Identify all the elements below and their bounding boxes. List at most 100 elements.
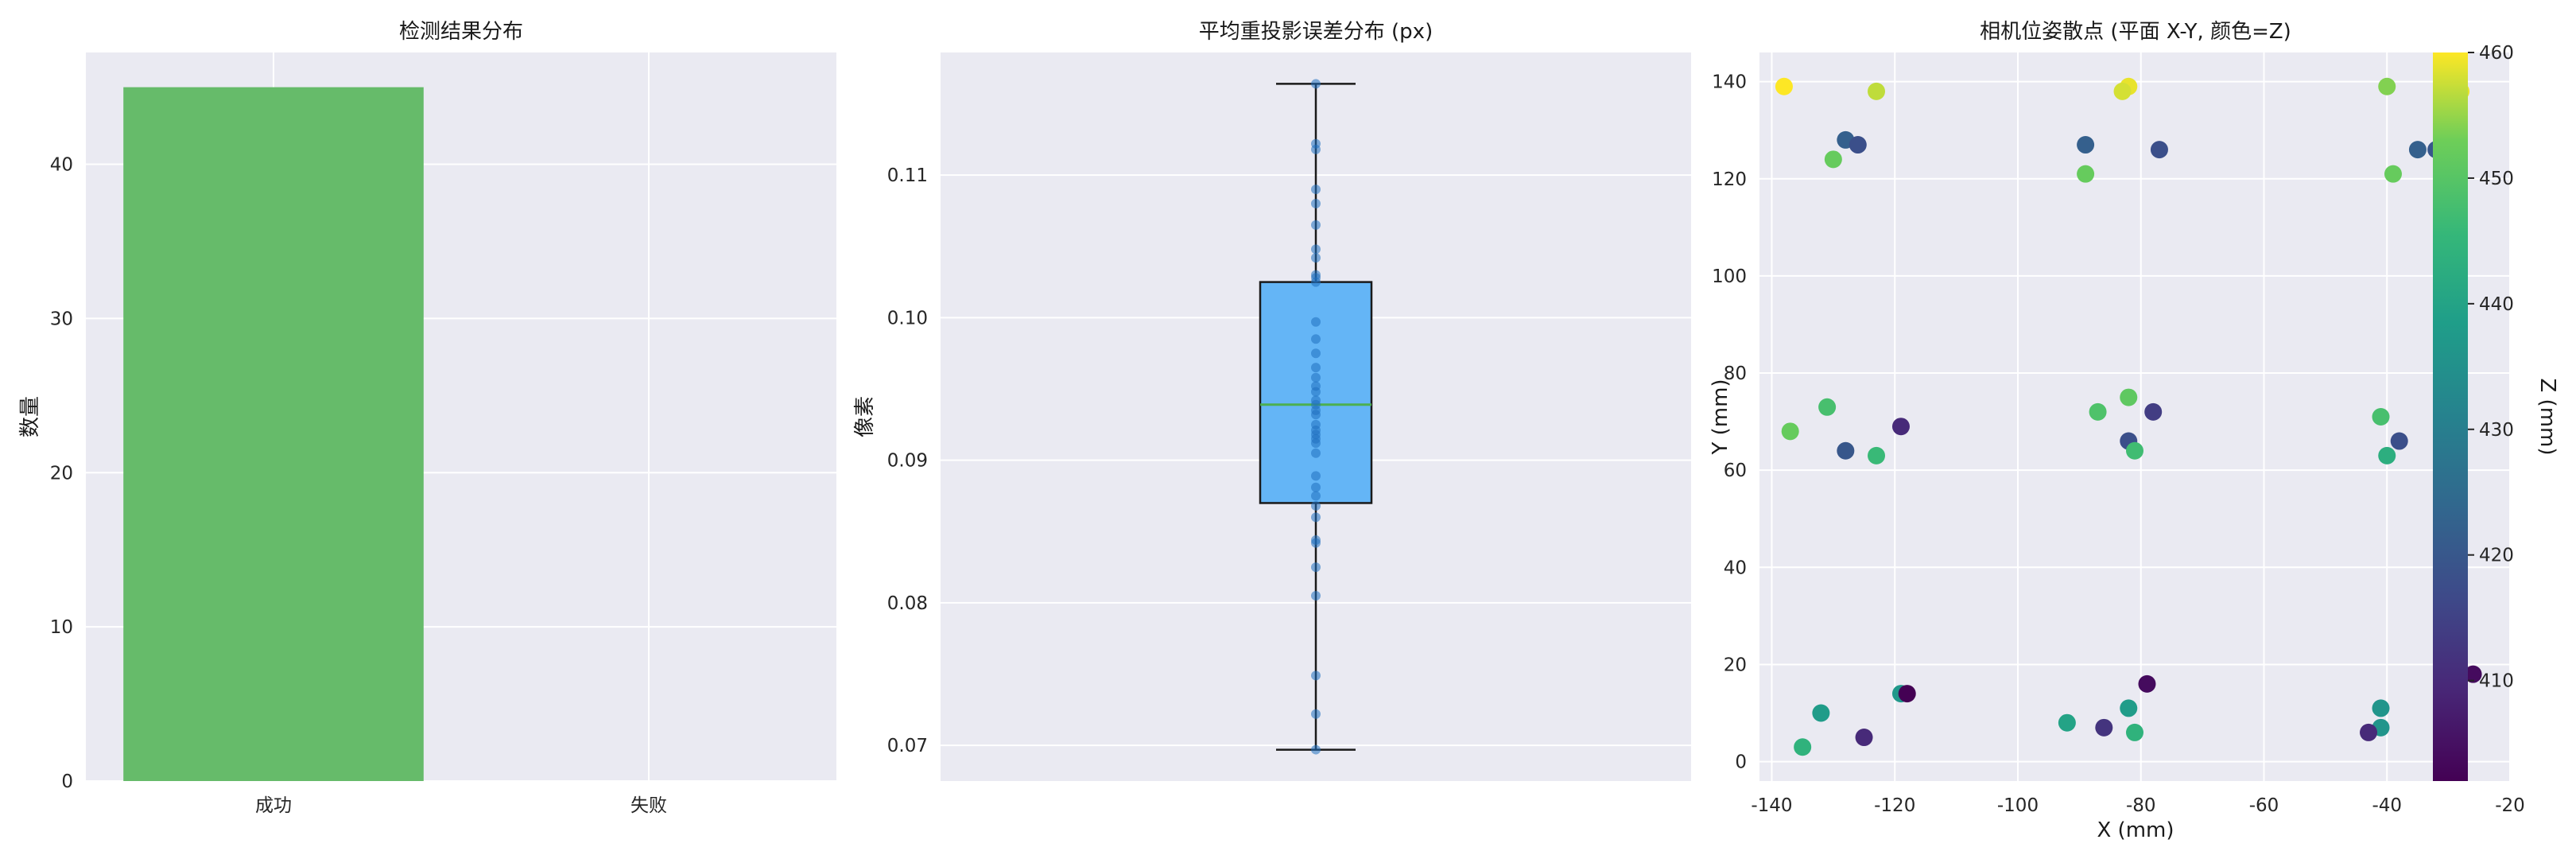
scatter-point — [2390, 432, 2408, 450]
box-plot-point — [1311, 138, 1321, 149]
box-plot-point — [1311, 448, 1321, 458]
box-plot-points — [1311, 79, 1321, 755]
box-plot-point — [1311, 185, 1321, 195]
colorbar-tick-label: 460 — [2479, 43, 2514, 64]
colorbar-tick-label: 440 — [2479, 294, 2514, 315]
scatter-y-tick-label: 80 — [1724, 363, 1747, 384]
scatter-point — [1781, 422, 1799, 441]
scatter-y-tick-label: 140 — [1712, 72, 1747, 93]
scatter-x-tick-label: -100 — [1997, 795, 2039, 816]
scatter-y-tick-label: 40 — [1724, 558, 1747, 578]
bar-chart-y-tick-label: 30 — [50, 309, 73, 329]
scatter-point — [2360, 723, 2378, 741]
box-plot-y-tick-label: 0.07 — [887, 736, 928, 756]
box-plot-point — [1311, 372, 1321, 383]
scatter-point — [2138, 674, 2156, 693]
scatter-point — [2089, 402, 2107, 421]
scatter-point — [2113, 82, 2132, 100]
scatter-point — [2378, 446, 2396, 464]
scatter-point — [2408, 141, 2427, 159]
scatter-panel: 相机位姿散点 (平面 X-Y, 颜色=Z) -140 -120 -100 -80 -60… — [1709, 20, 2559, 842]
box-plot-point — [1311, 253, 1321, 263]
scatter-points — [1775, 77, 2482, 756]
scatter-x-tick-label: -80 — [2126, 795, 2156, 816]
box-plot-point — [1311, 381, 1321, 391]
box-plot-point — [1311, 590, 1321, 601]
bar-chart-x-tick-label: 失败 — [630, 795, 667, 816]
scatter-x-tick-label: -140 — [1751, 795, 1792, 816]
box-plot-point — [1311, 744, 1321, 755]
colorbar-ticks: 410 420 430 440 450 460 — [2468, 43, 2514, 692]
bar-chart-x-tick-label: 成功 — [255, 795, 292, 816]
scatter-plot-area — [1759, 52, 2510, 781]
box-plot-point — [1311, 670, 1321, 681]
colorbar-label: Z (mm) — [2535, 378, 2559, 455]
bar-chart-y-tick-label: 0 — [61, 772, 73, 792]
scatter-y-tick-label: 100 — [1712, 266, 1747, 287]
box-plot-point — [1311, 244, 1321, 255]
colorbar-tick-label: 410 — [2479, 671, 2514, 692]
scatter-point — [2126, 723, 2143, 741]
scatter-point — [2144, 402, 2163, 421]
box-plot-point — [1311, 220, 1321, 230]
bar-chart-y-tick-label: 20 — [50, 463, 73, 484]
scatter-point — [2120, 388, 2138, 406]
scatter-point — [2120, 699, 2138, 717]
colorbar-tick-label: 450 — [2479, 169, 2514, 189]
scatter-x-tick-label: -40 — [2372, 795, 2402, 816]
box-plot-panel: 平均重投影误差分布 (px) 0.07 0.08 0.09 0.10 0.11 像素 — [853, 20, 1691, 781]
bar-chart-y-ticks: 0 10 20 30 40 — [50, 155, 73, 792]
colorbar-tick-label: 430 — [2479, 420, 2514, 441]
scatter-point — [2077, 165, 2095, 183]
box-plot-point — [1311, 535, 1321, 546]
box-plot-point — [1311, 363, 1321, 373]
scatter-point — [1818, 398, 1837, 416]
box-plot-point — [1311, 199, 1321, 209]
box-plot-point — [1311, 491, 1321, 501]
scatter-point — [2077, 136, 2095, 154]
scatter-point — [2095, 718, 2113, 737]
box-plot-point — [1311, 79, 1321, 89]
scatter-y-tick-label: 120 — [1712, 169, 1747, 190]
scatter-point — [1855, 729, 1873, 747]
box-plot-point — [1311, 709, 1321, 719]
scatter-title: 相机位姿散点 (平面 X-Y, 颜色=Z) — [1980, 20, 2291, 44]
bar-chart-y-tick-label: 40 — [50, 155, 73, 176]
bar-chart-y-tick-label: 10 — [50, 617, 73, 638]
scatter-x-tick-label: -20 — [2495, 795, 2525, 816]
scatter-point — [1824, 150, 1842, 169]
box-plot-point — [1311, 270, 1321, 280]
box-plot-point — [1311, 562, 1321, 573]
box-plot-point — [1311, 512, 1321, 523]
scatter-point — [1837, 441, 1855, 460]
box-plot-point — [1311, 501, 1321, 511]
scatter-point — [1891, 418, 1910, 436]
box-plot-point — [1311, 317, 1321, 327]
box-plot-point — [1311, 471, 1321, 481]
scatter-point — [2384, 165, 2402, 183]
scatter-y-tick-label: 60 — [1724, 461, 1747, 481]
scatter-point — [1794, 738, 1812, 756]
scatter-point — [2058, 713, 2076, 732]
box-plot-title: 平均重投影误差分布 (px) — [1199, 20, 1433, 44]
scatter-x-label: X (mm) — [2097, 818, 2174, 842]
box-plot-point — [1311, 395, 1321, 406]
scatter-y-tick-label: 20 — [1724, 655, 1747, 675]
scatter-point — [2372, 408, 2390, 426]
box-plot-point — [1311, 348, 1321, 359]
box-plot-y-tick-label: 0.10 — [887, 308, 928, 328]
colorbar — [2433, 52, 2468, 781]
scatter-y-ticks: 0 20 40 60 80 100 120 140 — [1712, 72, 1747, 773]
colorbar-tick-label: 420 — [2479, 546, 2514, 566]
scatter-point — [1812, 704, 1830, 722]
box-plot-point — [1311, 419, 1321, 430]
scatter-point — [1775, 77, 1793, 95]
bar-chart-x-ticks: 成功 失败 — [255, 795, 667, 816]
bar-chart-y-label: 数量 — [18, 396, 42, 437]
box-plot-point — [1311, 482, 1321, 492]
scatter-x-tick-label: -60 — [2249, 795, 2279, 816]
box-plot-y-ticks: 0.07 0.08 0.09 0.10 0.11 — [887, 165, 928, 756]
scatter-y-tick-label: 0 — [1735, 752, 1747, 773]
scatter-point — [2464, 665, 2482, 683]
